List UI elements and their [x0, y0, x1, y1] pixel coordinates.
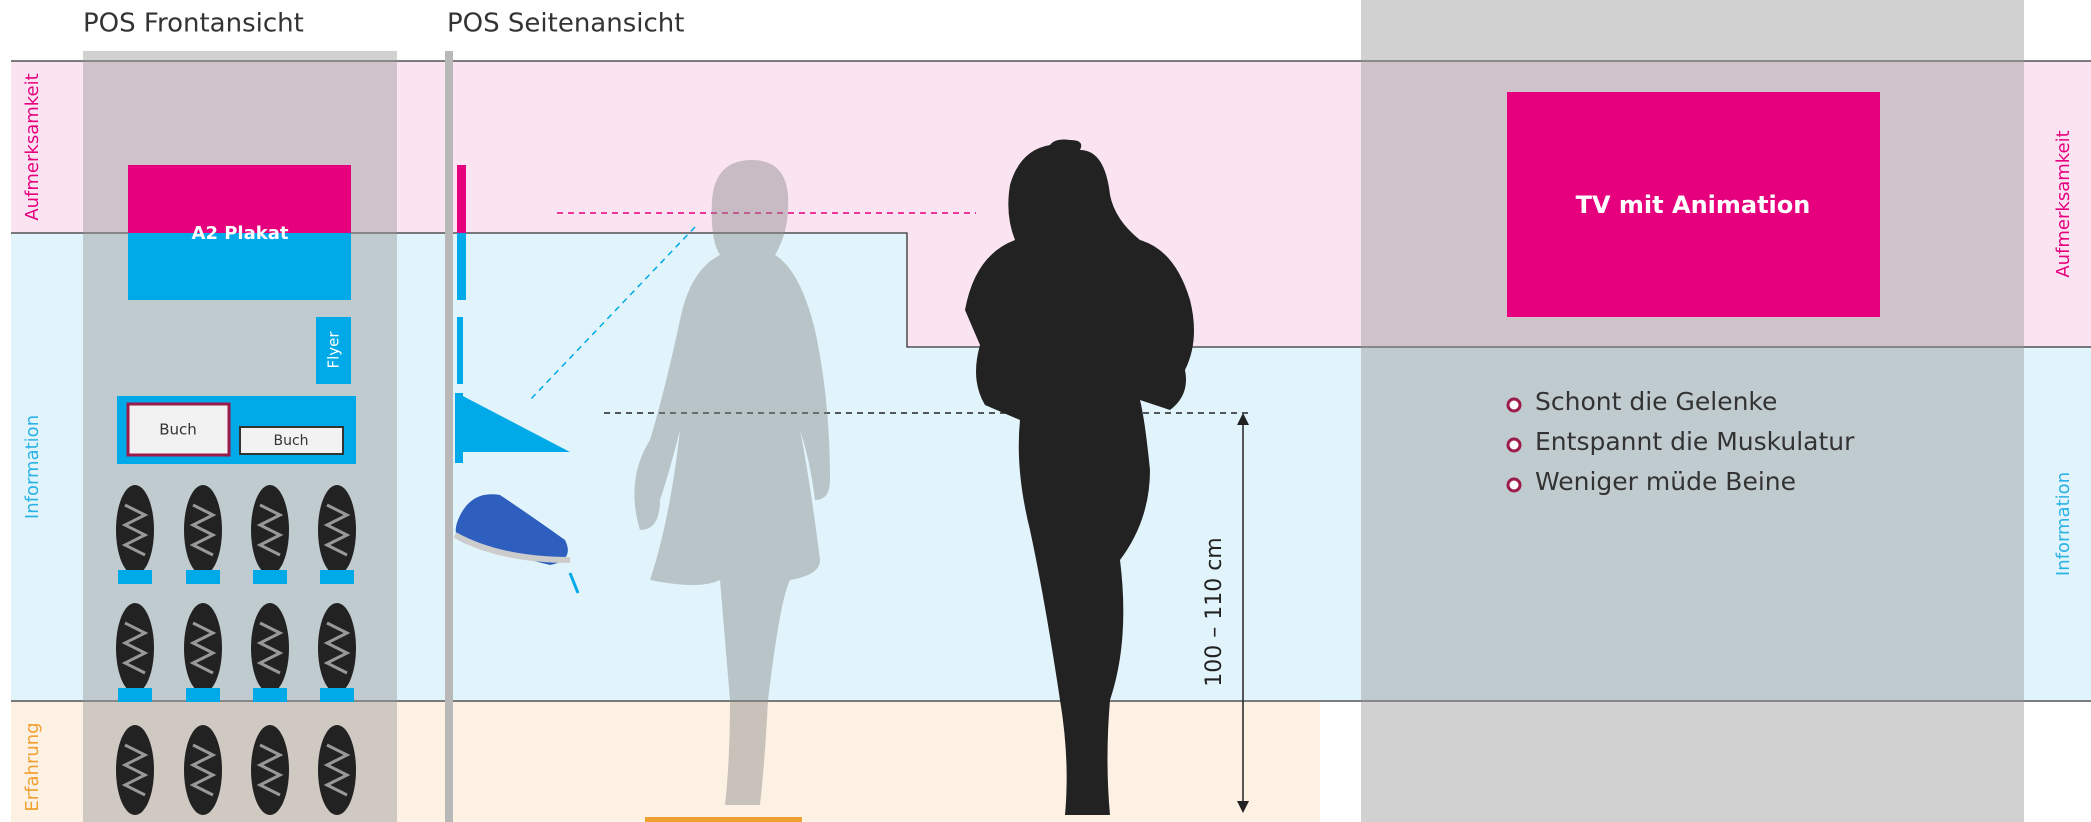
- side-title: POS Seitenansicht: [447, 9, 684, 39]
- shoe: [251, 485, 289, 575]
- shoe: [318, 603, 356, 693]
- side-flyer: [457, 317, 463, 384]
- shoe: [184, 603, 222, 693]
- shoe-stand: [320, 688, 354, 702]
- shoe: [184, 725, 222, 815]
- zone-label: Erfahrung: [22, 722, 43, 811]
- front-title: POS Frontansicht: [83, 9, 304, 39]
- flyer-label: Flyer: [325, 331, 343, 369]
- poster-label: A2 Plakat: [192, 223, 289, 244]
- shoe-stand: [118, 570, 152, 584]
- benefit: Entspannt die Muskulatur: [1535, 427, 1855, 456]
- shoe: [116, 725, 154, 815]
- zone-label: Aufmerksamkeit: [2053, 130, 2074, 277]
- shoe: [116, 485, 154, 575]
- shoe-stand: [118, 688, 152, 702]
- shoe: [116, 603, 154, 693]
- book-label: Buch: [159, 421, 197, 439]
- zone-label: Aufmerksamkeit: [22, 73, 43, 220]
- shoe-stand: [186, 688, 220, 702]
- zone-label: Information: [2053, 472, 2074, 576]
- side-bar: [445, 51, 453, 822]
- shoe-stand: [320, 570, 354, 584]
- benefit: Schont die Gelenke: [1535, 387, 1777, 416]
- floor-mat: [645, 817, 802, 822]
- shoe: [251, 725, 289, 815]
- shoe: [318, 485, 356, 575]
- shoe-stand: [253, 570, 287, 584]
- benefit: Weniger müde Beine: [1535, 467, 1796, 496]
- tv-label: TV mit Animation: [1576, 191, 1811, 219]
- book-label: Buch: [273, 433, 308, 449]
- shoe: [184, 485, 222, 575]
- zone-label: Information: [22, 415, 43, 519]
- side-poster: [457, 233, 466, 300]
- shoe: [318, 725, 356, 815]
- bullet: [1508, 399, 1520, 411]
- shoe: [251, 603, 289, 693]
- bullet: [1508, 479, 1520, 491]
- bullet: [1508, 439, 1520, 451]
- shoe-stand: [186, 570, 220, 584]
- side-poster: [457, 165, 466, 233]
- shoe-stand: [253, 688, 287, 702]
- pos-diagram: POS Frontansicht POS Seitenansicht Aufme…: [0, 0, 2091, 822]
- dimension-label: 100 – 110 cm: [1202, 537, 1227, 687]
- side-shelf: [455, 393, 463, 463]
